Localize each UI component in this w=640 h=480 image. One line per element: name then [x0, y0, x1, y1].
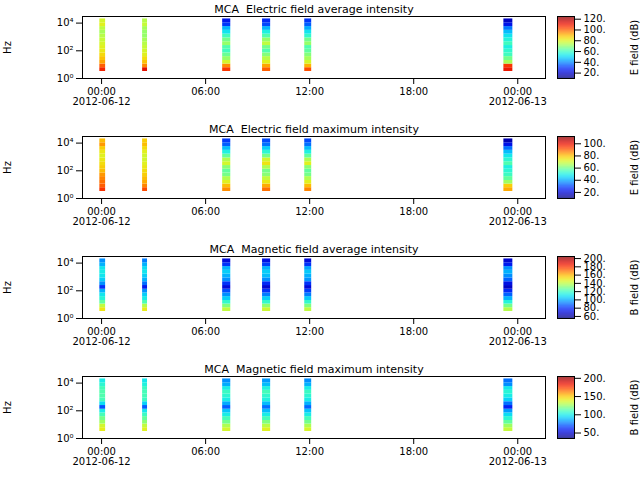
svg-text:00:002012-06-12: 00:002012-06-12 — [73, 326, 131, 347]
svg-text:180.: 180. — [583, 261, 606, 272]
svg-text:06:00: 06:00 — [191, 446, 220, 457]
svg-text:40.: 40. — [584, 57, 600, 68]
svg-text:00:002012-06-13: 00:002012-06-13 — [489, 206, 547, 227]
svg-text:18:00: 18:00 — [399, 326, 428, 337]
svg-text:60.: 60. — [583, 310, 600, 322]
svg-text:10⁰: 10⁰ — [57, 313, 74, 324]
svg-text:20.: 20. — [584, 67, 600, 78]
svg-text:12:00: 12:00 — [295, 446, 324, 457]
svg-text:80.: 80. — [583, 302, 600, 314]
svg-text:00:002012-06-13: 00:002012-06-13 — [489, 86, 547, 107]
svg-text:18:00: 18:00 — [399, 446, 428, 457]
svg-text:MCA Magnetic field maximum in: MCA Magnetic field maximum intensity — [204, 363, 424, 376]
svg-text:120.: 120. — [584, 13, 606, 24]
svg-text:06:00: 06:00 — [191, 206, 220, 217]
svg-text:10⁰: 10⁰ — [57, 433, 74, 444]
svg-text:18:00: 18:00 — [399, 206, 428, 217]
svg-text:10²: 10² — [57, 285, 74, 296]
svg-text:120.: 120. — [583, 285, 606, 297]
svg-text:10⁴: 10⁴ — [57, 377, 74, 388]
svg-text:160.: 160. — [583, 269, 606, 281]
svg-text:80.: 80. — [584, 150, 600, 161]
svg-text:MCA Magnetic field average in: MCA Magnetic field average intensity — [209, 243, 418, 256]
svg-text:E field (dB): E field (dB) — [629, 140, 640, 195]
svg-text:Hz: Hz — [2, 281, 13, 294]
svg-text:10⁴: 10⁴ — [57, 137, 74, 148]
svg-text:E field (dB): E field (dB) — [629, 20, 640, 75]
svg-text:10⁴: 10⁴ — [57, 257, 74, 268]
svg-text:18:00: 18:00 — [399, 86, 428, 97]
svg-text:50.: 50. — [584, 427, 600, 438]
svg-text:100.: 100. — [584, 24, 606, 35]
svg-text:06:00: 06:00 — [191, 326, 220, 337]
svg-text:00:002012-06-12: 00:002012-06-12 — [73, 86, 131, 107]
svg-text:00:002012-06-12: 00:002012-06-12 — [73, 446, 131, 467]
svg-text:60.: 60. — [584, 46, 600, 57]
svg-text:100.: 100. — [583, 294, 606, 306]
svg-text:20.: 20. — [584, 187, 600, 198]
svg-text:200.: 200. — [584, 253, 606, 264]
svg-text:10²: 10² — [57, 45, 74, 56]
svg-text:12:00: 12:00 — [295, 86, 324, 97]
svg-text:80.: 80. — [584, 35, 600, 46]
svg-text:10²: 10² — [57, 405, 74, 416]
svg-text:MCA Electric field average in: MCA Electric field average intensity — [214, 3, 414, 16]
svg-text:100.: 100. — [584, 138, 606, 149]
svg-text:12:00: 12:00 — [295, 326, 324, 337]
svg-text:Hz: Hz — [2, 401, 13, 414]
svg-text:150.: 150. — [584, 391, 606, 402]
svg-text:Hz: Hz — [2, 161, 13, 174]
svg-text:40.: 40. — [584, 174, 600, 185]
svg-text:00:002012-06-13: 00:002012-06-13 — [489, 446, 547, 467]
svg-text:12:00: 12:00 — [295, 206, 324, 217]
svg-text:B field (dB): B field (dB) — [629, 380, 640, 436]
svg-text:MCA Electric field maximum in: MCA Electric field maximum intensity — [209, 123, 419, 136]
svg-text:10⁰: 10⁰ — [57, 73, 74, 84]
svg-text:100.: 100. — [584, 409, 606, 420]
svg-text:10²: 10² — [57, 165, 74, 176]
svg-text:B field (dB): B field (dB) — [629, 260, 640, 316]
svg-text:00:002012-06-12: 00:002012-06-12 — [73, 206, 131, 227]
svg-text:06:00: 06:00 — [191, 86, 220, 97]
svg-text:200.: 200. — [584, 373, 606, 384]
svg-text:10⁰: 10⁰ — [57, 193, 74, 204]
svg-text:Hz: Hz — [2, 41, 13, 54]
svg-text:60.: 60. — [584, 162, 600, 173]
svg-text:140.: 140. — [583, 277, 606, 289]
svg-text:00:002012-06-13: 00:002012-06-13 — [489, 326, 547, 347]
svg-text:10⁴: 10⁴ — [57, 17, 74, 28]
